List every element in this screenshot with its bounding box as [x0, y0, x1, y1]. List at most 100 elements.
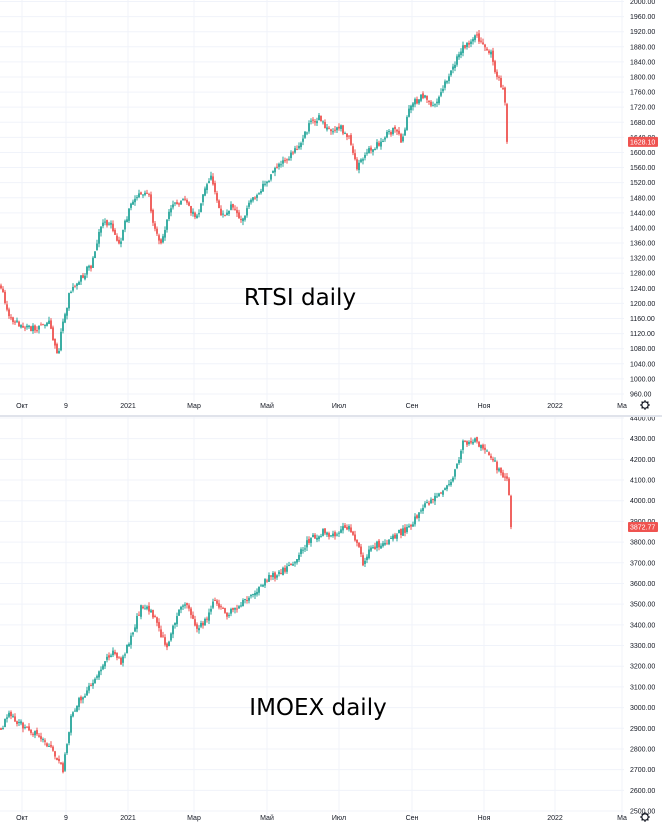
candle-body [416, 515, 418, 519]
candle-body [310, 538, 312, 543]
candle-body [356, 539, 358, 543]
candle-body [440, 492, 442, 494]
candle-body [8, 309, 10, 317]
candle-body [36, 729, 38, 735]
candle-body [84, 275, 86, 280]
candle-body [294, 562, 296, 564]
candle-body [348, 526, 350, 530]
x-tick-label: Май [260, 814, 274, 822]
candle-body [362, 159, 364, 161]
candle-body [2, 727, 4, 730]
imoex-chart-panel[interactable]: 4400.004300.004200.004100.004000.003900.… [0, 417, 662, 838]
candle-body [458, 459, 460, 464]
candle-body [246, 208, 248, 216]
candle-body [436, 101, 438, 104]
candle-body [298, 554, 300, 560]
candle-body [368, 549, 370, 559]
candle-body [442, 88, 444, 92]
candle-body [438, 493, 440, 497]
candle-body [118, 239, 120, 244]
candle-body [448, 76, 450, 81]
x-axis: Окт 9 2021 Мар Май Июл Сен Ноя 2022 Ма [16, 814, 627, 822]
candle-body [146, 192, 148, 194]
candle-body [362, 555, 364, 566]
candle-body [450, 70, 452, 76]
candle-body [142, 606, 144, 609]
candle-body [80, 275, 82, 282]
candle-body [336, 127, 338, 131]
y-tick-label: 1760.00 [630, 90, 655, 97]
candle-body [88, 265, 90, 268]
candle-body [358, 162, 360, 171]
candle-body [64, 314, 66, 323]
last-price-tag-bg [628, 136, 658, 147]
x-axis: Окт 9 2021 Мар Май Июл Сен Ноя 2022 Ма [16, 402, 627, 410]
candle-body [20, 324, 22, 328]
candle-body [108, 223, 110, 225]
last-price-tag-bg [628, 522, 658, 533]
candle-body [216, 600, 218, 604]
candle-body [204, 188, 206, 196]
candle-body [332, 131, 334, 133]
candle-body [152, 210, 154, 223]
candle-body [472, 39, 474, 42]
candle-body [182, 605, 184, 607]
imoex-chart[interactable]: 4400.004300.004200.004100.004000.003900.… [0, 417, 662, 838]
candle-body [18, 721, 20, 723]
candle-body [438, 96, 440, 104]
candle-body [160, 239, 162, 244]
candle-body [38, 325, 40, 330]
candle-body [318, 536, 320, 540]
candle-body [226, 612, 228, 617]
rtsi-chart[interactable]: 2000.00 1960.00 1920.00 1880.00 1840.00 1800.… [0, 0, 662, 416]
candle-body [380, 545, 382, 549]
candle-body [344, 133, 346, 135]
candle-body [0, 285, 2, 289]
candle-body [398, 130, 400, 134]
candle-body [174, 202, 176, 204]
candle-body [38, 735, 40, 737]
candle-body [108, 655, 110, 658]
x-tick-label: Сен [406, 815, 419, 822]
x-tick-label: Июл [332, 403, 346, 410]
candle-body [178, 203, 180, 205]
candle-body [368, 148, 370, 154]
candle-body [276, 166, 278, 168]
gear-icon[interactable] [640, 812, 650, 822]
candle-body [144, 608, 146, 610]
candle-body [328, 127, 330, 129]
candle-body [184, 604, 186, 606]
candle-body [430, 101, 432, 106]
candle-body [30, 729, 32, 733]
candle-body [342, 526, 344, 531]
y-tick-label: 1520.00 [630, 180, 655, 187]
candle-body [406, 117, 408, 130]
candle-body [12, 715, 14, 717]
candle-body [340, 125, 342, 129]
candle-body [268, 574, 270, 582]
candle-body [386, 131, 388, 138]
candle-body [500, 78, 502, 88]
candle-body [502, 88, 504, 90]
candle-body [202, 194, 204, 203]
gear-icon[interactable] [640, 400, 650, 410]
candle-body [34, 325, 36, 331]
y-tick-label: 1400.00 [630, 225, 655, 232]
candle-body [506, 476, 508, 479]
candle-body [418, 512, 420, 518]
candle-body [220, 606, 222, 608]
candle-body [138, 614, 140, 616]
rtsi-chart-panel[interactable]: 2000.00 1960.00 1920.00 1880.00 1840.00 1800.… [0, 0, 662, 416]
y-tick-label: 1360.00 [630, 241, 655, 248]
candle-body [6, 717, 8, 719]
x-tick-label: Ма [617, 815, 627, 822]
y-tick-label: 4000.00 [630, 498, 655, 505]
candle-body [206, 618, 208, 620]
candle-body [104, 661, 106, 667]
candle-body [156, 228, 158, 234]
y-tick-label: 1800.00 [630, 74, 655, 81]
y-tick-label: 1480.00 [630, 195, 655, 202]
candle-body [182, 198, 184, 200]
candle-body [166, 219, 168, 230]
y-tick-label: 1240.00 [630, 286, 655, 293]
